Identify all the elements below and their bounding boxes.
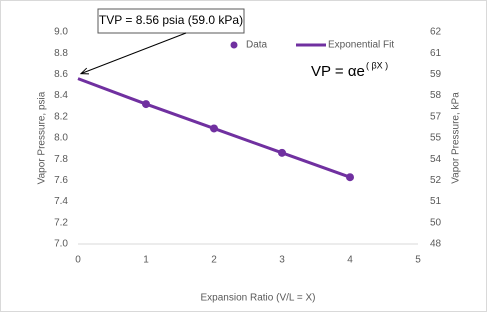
annotation-arrow	[80, 32, 187, 75]
y-tick-label: 7.0	[54, 239, 68, 250]
y2-tick-label: 55	[430, 133, 442, 144]
y2-tick-label: 54	[430, 154, 442, 165]
x-tick-label: 4	[347, 255, 353, 266]
legend-marker	[230, 41, 238, 49]
y-tick-label: 8.0	[54, 133, 68, 144]
y2-tick-label: 62	[430, 27, 442, 38]
y-tick-label: 8.6	[54, 69, 68, 80]
x-axis-label: Expansion Ratio (V/L = X)	[201, 293, 316, 304]
y-tick-label: 7.2	[54, 217, 68, 228]
y-tick-label: 9.0	[54, 27, 68, 38]
y-tick-label: 8.8	[54, 48, 68, 59]
x-tick-label: 1	[143, 255, 149, 266]
y2-tick-label: 59	[430, 69, 442, 80]
arrow-head	[79, 67, 90, 75]
y2-tick-label: 51	[430, 196, 442, 207]
x-tick-label: 0	[75, 255, 81, 266]
x-tick-label: 5	[415, 255, 421, 266]
formula-exponent: ( βX )	[366, 60, 388, 70]
y-tick-label: 7.6	[54, 175, 68, 186]
legend-label: Exponential Fit	[328, 40, 394, 51]
y-tick-label: 8.2	[54, 111, 68, 122]
y2-tick-label: 61	[430, 48, 442, 59]
x-tick-label: 2	[211, 255, 217, 266]
x-tick-label: 3	[279, 255, 285, 266]
formula: VP = αe	[311, 63, 365, 80]
y-axis-label: Vapor Pressure, psia	[37, 91, 48, 184]
legend-label: Data	[246, 40, 268, 51]
y2-tick-label: 57	[430, 111, 442, 122]
y2-tick-label: 50	[430, 217, 442, 228]
y-tick-label: 7.8	[54, 154, 68, 165]
fit-line	[77, 77, 351, 179]
annotation-box	[97, 8, 245, 34]
y2-tick-label: 48	[430, 239, 442, 250]
y2-axis-label: Vapor Pressure, kPa	[451, 92, 462, 184]
y2-tick-label: 52	[430, 175, 442, 186]
annotation: TVP = 8.56 psia (59.0 kPa)	[99, 13, 243, 27]
y2-tick-label: 58	[430, 90, 442, 101]
y-tick-label: 7.4	[54, 196, 68, 207]
y-tick-label: 8.4	[54, 90, 68, 101]
